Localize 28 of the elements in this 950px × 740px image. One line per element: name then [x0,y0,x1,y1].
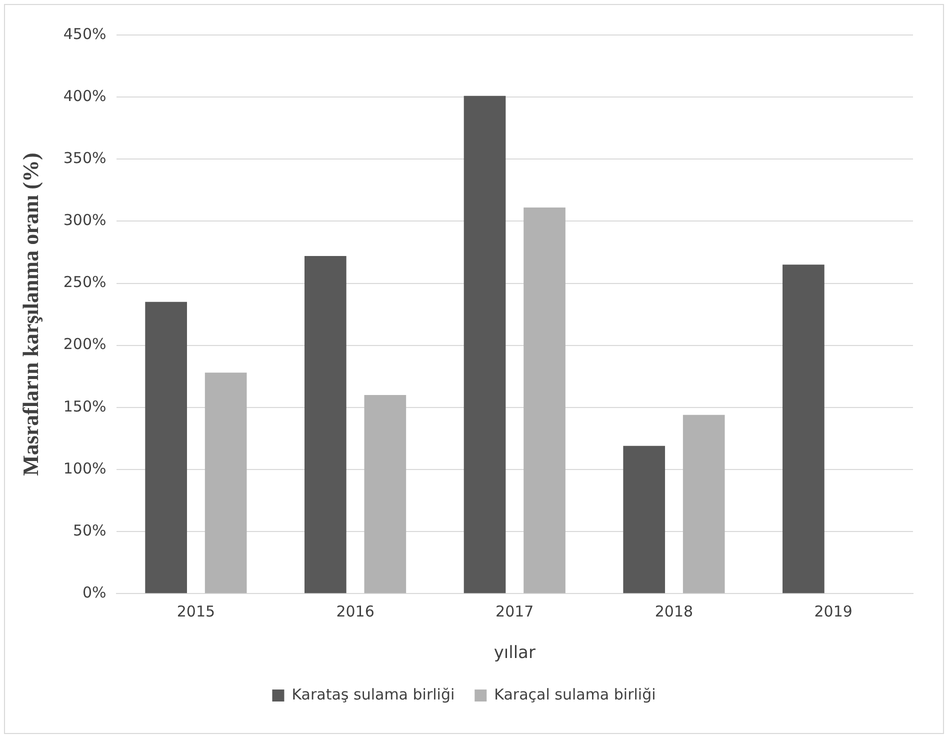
legend-label: Karataş sulama birliği [292,685,455,704]
bar [782,264,824,594]
x-axis-title: yıllar [494,643,536,664]
y-tick-label: 0% [82,583,106,602]
y-tick-label: 350% [63,149,106,168]
x-tick-label: 2016 [336,602,374,620]
legend-label: Karaçal sulama birliği [494,685,656,704]
bar [464,96,506,594]
bar [145,302,187,594]
bar [524,208,566,594]
y-tick-label: 300% [63,211,106,230]
y-axis-title: Masrafların karşılanma oranı (%) [18,152,43,476]
x-tick-label: 2017 [496,602,534,620]
x-tick-label: 2015 [176,602,216,620]
bar [204,372,247,594]
bar [623,446,666,594]
y-tick-label: 150% [63,397,106,416]
bar [682,414,725,594]
y-tick-label: 450% [63,24,106,43]
y-tick-label: 50% [72,521,106,540]
x-tick-label: 2018 [654,602,694,620]
y-tick-label: 100% [63,459,106,478]
y-tick-label: 250% [63,273,106,292]
bar [364,394,406,594]
y-tick-label: 200% [63,335,106,354]
x-tick-label: 2019 [814,602,852,620]
y-tick-label: 400% [63,86,106,105]
bar [304,256,346,594]
